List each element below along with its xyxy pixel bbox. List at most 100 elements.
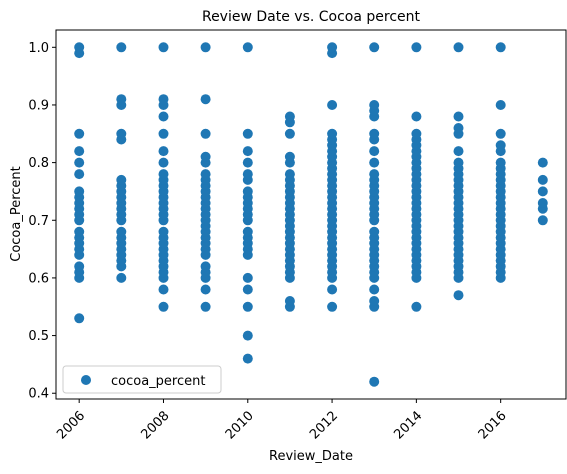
data-point [74,169,85,180]
data-point [242,330,253,341]
y-tick-label: 0.8 [28,156,49,171]
data-point [242,272,253,283]
data-point [74,313,85,324]
data-point [369,284,380,295]
data-point [284,169,295,180]
data-point [495,157,506,168]
data-point [200,94,211,105]
data-point [158,128,169,139]
data-point [158,157,169,168]
legend-marker [81,375,91,385]
data-point [327,284,338,295]
data-point [116,226,127,237]
data-point [74,186,85,197]
data-point [116,42,127,53]
legend-label: cocoa_percent [111,374,205,389]
data-point [411,301,422,312]
data-point [242,301,253,312]
data-point [158,169,169,180]
data-point [242,128,253,139]
data-point [327,100,338,110]
y-tick-label: 1.0 [28,41,49,56]
data-point [116,174,127,185]
data-point [74,226,85,237]
y-tick-label: 0.5 [28,329,49,344]
data-point [327,301,338,312]
data-point [158,301,169,312]
y-tick-label: 0.6 [28,271,49,286]
data-point [369,128,380,139]
data-point [453,111,464,122]
data-point [453,123,464,133]
data-point [284,296,295,306]
data-point [158,42,169,53]
data-point [200,284,211,295]
y-tick-label: 0.4 [28,387,49,402]
data-point [200,128,211,139]
data-point [369,146,380,157]
data-point [284,151,295,162]
data-point [369,376,380,387]
data-point [327,42,338,53]
data-point [369,100,380,110]
data-point [369,296,380,306]
data-point [74,42,85,53]
data-point [242,186,253,197]
chart-title: Review Date vs. Cocoa percent [202,9,421,25]
data-point [74,146,85,157]
data-point [200,169,211,180]
data-point [453,146,464,157]
y-axis-label: Cocoa_Percent [9,166,24,262]
data-point [200,151,211,162]
data-point [495,42,506,53]
data-point [200,261,211,272]
data-point [537,215,548,226]
data-point [242,157,253,168]
data-point [369,157,380,168]
data-point [116,272,127,283]
data-point [74,128,85,139]
data-point [537,198,548,208]
data-point [284,128,295,139]
plot-frame [55,29,567,400]
data-point [327,128,338,139]
data-point [411,128,422,139]
data-point [537,157,548,168]
data-point [453,157,464,168]
data-point [411,42,422,53]
data-point [284,111,295,122]
data-point [411,111,422,122]
data-points [74,42,548,387]
data-point [242,226,253,237]
data-point [242,284,253,295]
data-point [495,128,506,139]
data-point [200,42,211,53]
data-point [453,42,464,53]
data-point [242,146,253,157]
data-point [369,42,380,53]
data-point [200,301,211,312]
legend-box [62,365,222,394]
data-point [74,157,85,168]
data-point [242,42,253,53]
y-tick-label: 0.9 [28,98,49,113]
data-point [116,94,127,105]
data-point [158,94,169,105]
data-point [242,353,253,364]
data-point [158,146,169,157]
data-point [537,174,548,185]
data-point [495,140,506,151]
data-point [369,169,380,180]
data-point [158,284,169,295]
x-axis-label: Review_Date [269,449,353,464]
y-tick-label: 0.7 [28,214,49,229]
data-point [116,128,127,139]
data-point [158,111,169,122]
data-point [158,226,169,237]
data-point [369,226,380,237]
data-point [74,261,85,272]
data-point [242,169,253,180]
data-point [453,290,464,301]
